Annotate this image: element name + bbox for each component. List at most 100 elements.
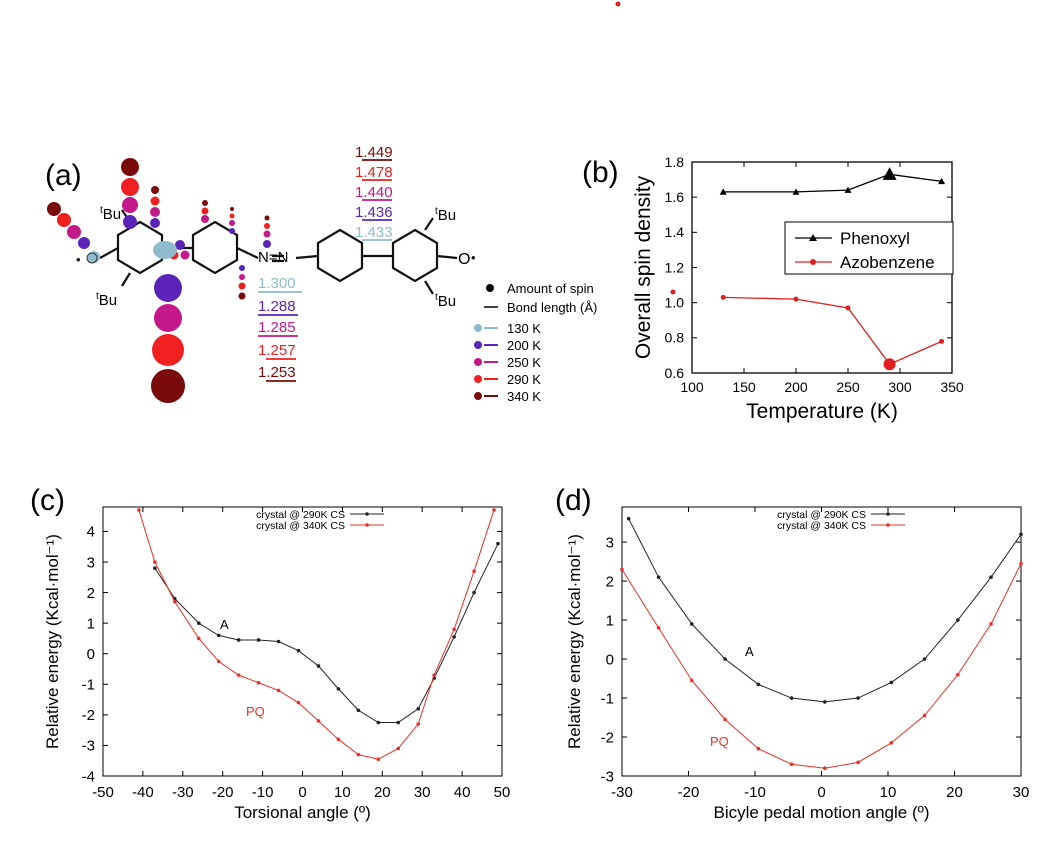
data-point <box>432 673 436 677</box>
x-tick-label: 10 <box>334 784 351 801</box>
y-tick-label: 1.6 <box>665 189 685 205</box>
data-point <box>883 358 896 371</box>
radical-dot: • <box>471 250 476 265</box>
data-point <box>756 682 761 687</box>
x-tick-label: -10 <box>744 784 766 801</box>
x-tick-label: 150 <box>732 379 756 395</box>
azo-label: N=N <box>258 249 288 266</box>
data-point <box>196 621 201 625</box>
x-axis-label: Temperature (K) <box>746 400 898 423</box>
data-point <box>137 508 141 512</box>
stray-dot <box>670 289 676 295</box>
y-tick-label: -3 <box>601 768 614 785</box>
data-point <box>296 648 301 653</box>
plot-frame <box>102 506 503 777</box>
data-point <box>889 680 894 685</box>
y-tick-label: -1 <box>82 677 95 694</box>
data-point <box>216 633 221 638</box>
tbu-label: tBu <box>435 292 456 310</box>
data-point <box>396 746 401 751</box>
y-tick-label: -1 <box>601 690 614 707</box>
data-point <box>376 757 381 761</box>
bond-length-label: 1.285 <box>258 319 296 336</box>
legend-spin-label: Amount of spin <box>507 281 594 296</box>
panel-c: (c) -50 -40 -30 -20 -10 0 10 20 30 40 50-4-3-2-101… <box>30 484 510 822</box>
tbu-label: tBu <box>96 291 117 309</box>
tbu-label: tBu <box>435 206 456 224</box>
x-tick-label: 10 <box>880 784 897 801</box>
data-point <box>922 713 927 718</box>
legend-box <box>784 221 954 275</box>
series-line <box>621 563 1022 769</box>
data-point <box>956 618 960 622</box>
y-tick-label: 1 <box>606 612 614 629</box>
legend-temp-marker <box>474 341 482 349</box>
oxygen-right: O <box>458 251 470 268</box>
bond-length-label: 1.436 <box>355 204 393 221</box>
data-point <box>416 722 421 726</box>
data-point <box>1019 532 1023 537</box>
data-point <box>723 657 727 661</box>
data-point <box>620 567 624 572</box>
molecule-legend: Amount of spin Bond length (Å) 130 K 200 … <box>474 281 597 404</box>
phenol-ring-right <box>391 228 439 283</box>
y-tick-label: 0 <box>606 651 614 668</box>
bond-length-label: 1.478 <box>355 164 393 181</box>
legend-marker <box>886 523 890 527</box>
y-tick-label: -2 <box>82 707 95 724</box>
series-line <box>723 296 942 366</box>
annotation-pq: PQ <box>246 704 265 719</box>
phenol-ring-left <box>116 220 164 275</box>
x-tick-label: 250 <box>836 379 860 395</box>
data-point <box>336 737 341 742</box>
y-axis-label: Overall spin density <box>632 175 655 359</box>
data-point <box>153 560 157 564</box>
data-point <box>153 566 157 570</box>
data-point <box>856 760 860 765</box>
stray-dot <box>615 1 621 7</box>
series-line <box>138 509 495 760</box>
data-point <box>792 188 800 195</box>
y-tick-label: 1.0 <box>665 295 685 311</box>
data-point <box>956 672 960 677</box>
data-point <box>316 664 321 668</box>
legend-temp-marker <box>474 324 482 332</box>
legend-label: crystal @ 290K CS <box>777 509 866 521</box>
data-point <box>626 516 631 521</box>
annotation-pq: PQ <box>710 734 729 749</box>
y-axis-label: Relative energy (Kcal·mol⁻¹) <box>43 534 62 749</box>
data-point <box>939 338 945 344</box>
legend-bond-label: Bond length (Å) <box>507 300 597 315</box>
data-point <box>496 541 500 546</box>
data-point <box>492 508 496 512</box>
x-tick-label: 20 <box>946 784 963 801</box>
x-tick-label: -30 <box>611 784 633 801</box>
legend-marker <box>810 259 816 265</box>
data-point <box>938 177 946 185</box>
temperature-legend: 130 K 200 K 250 K 290 K 340 K <box>474 321 541 404</box>
radical-dot: • <box>76 252 81 267</box>
data-point <box>793 296 799 302</box>
y-tick-label: 1.2 <box>665 259 685 275</box>
y-tick-label: 0 <box>87 646 95 663</box>
data-point <box>889 741 894 745</box>
bond-length-label: 1.433 <box>355 224 393 241</box>
data-point <box>723 717 727 722</box>
bond-lengths-lower: 1.300 1.288 1.285 1.257 1.253 <box>258 275 302 382</box>
panel-label-c: (c) <box>30 484 65 517</box>
benzene-ring-left <box>191 220 239 275</box>
annotation-a: A <box>745 644 754 659</box>
data-point <box>844 186 852 193</box>
data-point <box>823 766 827 771</box>
y-tick-label: 1.8 <box>665 154 685 170</box>
bond-length-label: 1.253 <box>258 364 296 381</box>
data-point <box>882 167 897 180</box>
x-tick-label: 350 <box>940 379 964 395</box>
legend-temp-label: 250 K <box>507 355 541 370</box>
bond-length-label: 1.449 <box>355 144 393 161</box>
benzene-ring-right <box>316 228 364 283</box>
data-point <box>356 752 361 757</box>
legend-temp-marker <box>474 392 482 400</box>
